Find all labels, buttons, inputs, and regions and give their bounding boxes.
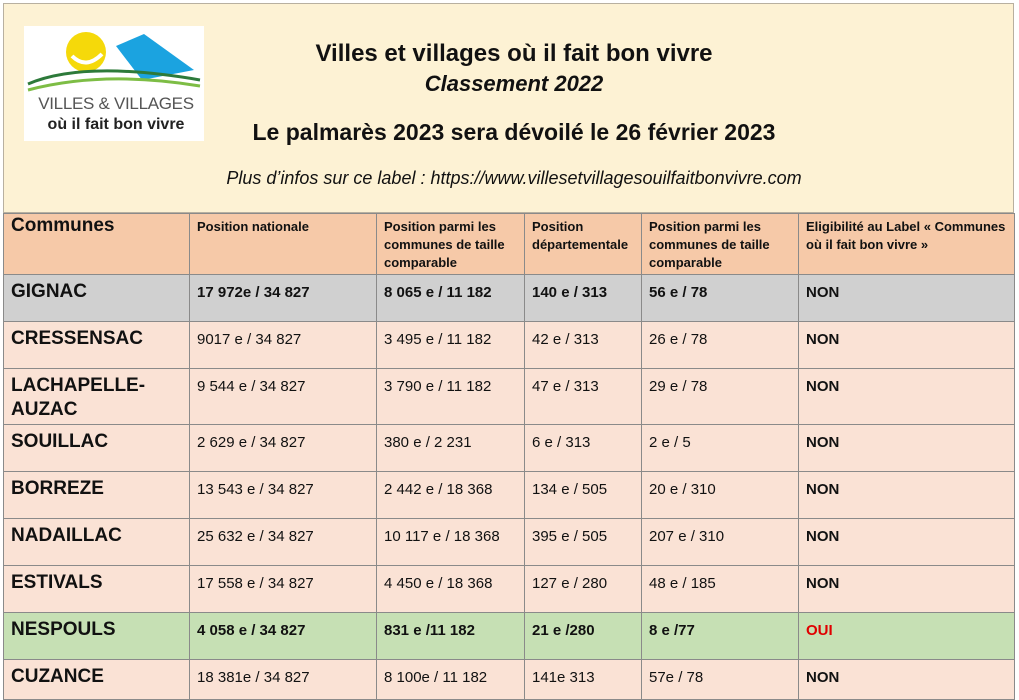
position-nationale: 9017 e / 34 827 (189, 321, 377, 369)
eligibilite: NON (798, 274, 1015, 322)
position-departementale: 21 e /280 (524, 612, 642, 660)
position-nationale: 18 381e / 34 827 (189, 659, 377, 700)
document-page: VILLES & VILLAGES où il fait bon vivre V… (3, 3, 1015, 700)
position-departementale: 141e 313 (524, 659, 642, 700)
commune-name: NESPOULS (3, 612, 190, 660)
eligibilite: NON (798, 565, 1015, 613)
position-departementale: 395 e / 505 (524, 518, 642, 566)
eligibilite: OUI (798, 612, 1015, 660)
eligibilite: NON (798, 471, 1015, 519)
eligibilite: NON (798, 424, 1015, 472)
position-taille: 8 100e / 11 182 (376, 659, 525, 700)
position-taille: 10 117 e / 18 368 (376, 518, 525, 566)
commune-name: SOUILLAC (3, 424, 190, 472)
table-row: CRESSENSAC 9017 e / 34 827 3 495 e / 11 … (3, 321, 1015, 369)
commune-name: CRESSENSAC (3, 321, 190, 369)
info-text: Plus d’infos sur ce label : https://www.… (226, 168, 802, 188)
position-taille: 3 790 e / 11 182 (376, 368, 525, 425)
position-taille: 831 e /11 182 (376, 612, 525, 660)
commune-name: GIGNAC (3, 274, 190, 322)
position-nationale: 17 558 e / 34 827 (189, 565, 377, 613)
table-row: CUZANCE 18 381e / 34 827 8 100e / 11 182… (3, 659, 1015, 700)
page-subtitle: Classement 2022 (424, 71, 604, 96)
table-row: BORREZE 13 543 e / 34 827 2 442 e / 18 3… (3, 471, 1015, 519)
position-nationale: 2 629 e / 34 827 (189, 424, 377, 472)
sun-house-icon (27, 32, 201, 92)
header-communes: Communes (3, 213, 190, 275)
position-departementale: 6 e / 313 (524, 424, 642, 472)
commune-name: NADAILLAC (3, 518, 190, 566)
position-taille-dep: 57e / 78 (641, 659, 799, 700)
position-departementale: 47 e / 313 (524, 368, 642, 425)
table-row: GIGNAC 17 972e / 34 827 8 065 e / 11 182… (3, 274, 1015, 322)
eligibilite: NON (798, 518, 1015, 566)
table-header-row: Communes Position nationale Position par… (3, 213, 1015, 275)
header-position-nationale: Position nationale (189, 213, 377, 275)
eligibilite: NON (798, 659, 1015, 700)
page-title: Villes et villages où il fait bon vivre (315, 40, 713, 67)
table-row: NADAILLAC 25 632 e / 34 827 10 117 e / 1… (3, 518, 1015, 566)
header-position-taille-dep: Position parmi les communes de taille co… (641, 213, 799, 275)
position-taille: 8 065 e / 11 182 (376, 274, 525, 322)
position-departementale: 140 e / 313 (524, 274, 642, 322)
position-nationale: 17 972e / 34 827 (189, 274, 377, 322)
announcement-text: Le palmarès 2023 sera dévoilé le 26 févr… (252, 119, 776, 145)
position-nationale: 25 632 e / 34 827 (189, 518, 377, 566)
commune-name: CUZANCE (3, 659, 190, 700)
commune-name: ESTIVALS (3, 565, 190, 613)
header-eligibilite: Eligibilité au Label « Communes où il fa… (798, 213, 1015, 275)
position-taille-dep: 48 e / 185 (641, 565, 799, 613)
position-taille-dep: 207 e / 310 (641, 518, 799, 566)
position-taille-dep: 20 e / 310 (641, 471, 799, 519)
position-taille-dep: 29 e / 78 (641, 368, 799, 425)
position-departementale: 127 e / 280 (524, 565, 642, 613)
position-taille: 3 495 e / 11 182 (376, 321, 525, 369)
eligibilite: NON (798, 321, 1015, 369)
position-taille-dep: 8 e /77 (641, 612, 799, 660)
position-taille: 4 450 e / 18 368 (376, 565, 525, 613)
eligibilite: NON (798, 368, 1015, 425)
table-row: LACHAPELLE-AUZAC 9 544 e / 34 827 3 790 … (3, 368, 1015, 425)
header-position-taille: Position parmi les communes de taille co… (376, 213, 525, 275)
ranking-table: Communes Position nationale Position par… (3, 213, 1015, 700)
position-taille-dep: 56 e / 78 (641, 274, 799, 322)
position-departementale: 134 e / 505 (524, 471, 642, 519)
header-panel: VILLES & VILLAGES où il fait bon vivre V… (3, 3, 1014, 213)
position-taille-dep: 26 e / 78 (641, 321, 799, 369)
header-position-departementale: Position départementale (524, 213, 642, 275)
position-nationale: 4 058 e / 34 827 (189, 612, 377, 660)
position-nationale: 13 543 e / 34 827 (189, 471, 377, 519)
position-taille: 380 e / 2 231 (376, 424, 525, 472)
position-nationale: 9 544 e / 34 827 (189, 368, 377, 425)
position-departementale: 42 e / 313 (524, 321, 642, 369)
table-row: ESTIVALS 17 558 e / 34 827 4 450 e / 18 … (3, 565, 1015, 613)
logo-text-line1: VILLES & VILLAGES (38, 94, 194, 113)
table-row: SOUILLAC 2 629 e / 34 827 380 e / 2 231 … (3, 424, 1015, 472)
commune-name: LACHAPELLE-AUZAC (3, 368, 190, 425)
position-taille: 2 442 e / 18 368 (376, 471, 525, 519)
table-row: NESPOULS 4 058 e / 34 827 831 e /11 182 … (3, 612, 1015, 660)
logo-text-line2: où il fait bon vivre (47, 116, 185, 133)
position-taille-dep: 2 e / 5 (641, 424, 799, 472)
commune-name: BORREZE (3, 471, 190, 519)
label-logo: VILLES & VILLAGES où il fait bon vivre (24, 26, 204, 141)
